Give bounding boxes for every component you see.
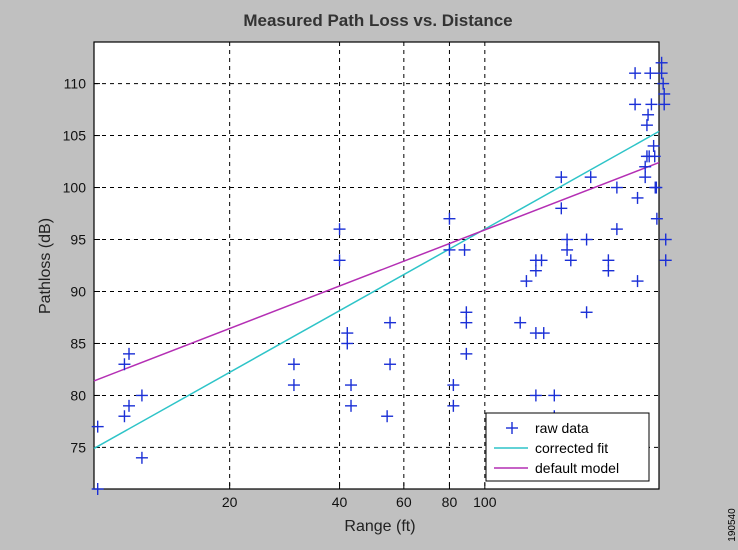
legend-raw-marker <box>506 422 518 434</box>
x-tick-label: 60 <box>396 494 412 510</box>
raw-data-point <box>384 358 397 371</box>
raw-data-point <box>639 160 652 173</box>
raw-data-point <box>443 243 456 256</box>
y-tick-label: 80 <box>70 387 86 403</box>
raw-data-point <box>514 316 527 329</box>
raw-data-point <box>529 264 542 277</box>
raw-data-point <box>287 379 300 392</box>
raw-data-point <box>341 337 354 350</box>
raw-data-point <box>123 399 136 412</box>
raw-data-point <box>447 379 460 392</box>
axis-ticks: 20 40 60 80 100 75 80 85 90 95 100 105 110 <box>63 76 497 510</box>
raw-data-point <box>548 389 561 402</box>
raw-data-point <box>629 67 642 80</box>
raw-data-point <box>629 98 642 111</box>
x-axis-label: Range (ft) <box>344 518 415 535</box>
raw-data-point <box>642 108 655 121</box>
raw-data-point <box>345 399 358 412</box>
y-tick-label: 90 <box>70 283 86 299</box>
corrected-fit-line <box>93 130 660 450</box>
raw-data-point <box>381 410 394 423</box>
raw-data-point <box>561 233 574 246</box>
raw-data-point <box>135 389 148 402</box>
raw-data-point <box>659 254 672 267</box>
x-tick-label: 80 <box>442 494 458 510</box>
x-tick-label: 20 <box>222 494 238 510</box>
raw-data-point <box>650 212 663 225</box>
raw-data-point <box>555 171 568 184</box>
raw-data-point <box>118 358 131 371</box>
grid <box>94 42 659 489</box>
raw-data-point <box>631 191 644 204</box>
raw-data-point <box>602 264 615 277</box>
legend-box <box>485 412 650 482</box>
raw-data-point <box>123 347 136 360</box>
fit-lines <box>93 130 660 450</box>
raw-data-point <box>640 119 653 132</box>
raw-data-point <box>602 254 615 267</box>
y-tick-label: 95 <box>70 232 86 248</box>
legend-label-corrected: corrected fit <box>535 440 608 456</box>
raw-data-point <box>535 254 548 267</box>
raw-data-point <box>345 379 358 392</box>
raw-data-point <box>333 254 346 267</box>
raw-data-point <box>658 98 671 111</box>
chart-title: Measured Path Loss vs. Distance <box>243 11 512 30</box>
raw-data-point <box>537 327 550 340</box>
raw-data-point <box>460 347 473 360</box>
raw-data-point <box>561 243 574 256</box>
raw-data-point <box>384 316 397 329</box>
raw-data-point <box>648 150 661 163</box>
y-tick-label: 100 <box>63 180 87 196</box>
raw-data-point <box>287 358 300 371</box>
y-tick-label: 85 <box>70 335 86 351</box>
raw-data-point <box>645 98 658 111</box>
legend: raw data corrected fit default model <box>485 412 650 482</box>
default-model-line <box>93 161 660 382</box>
y-tick-label: 75 <box>70 439 86 455</box>
raw-data-point <box>647 139 660 152</box>
raw-data-point <box>333 223 346 236</box>
raw-data-point <box>91 483 104 495</box>
raw-data-point <box>659 233 672 246</box>
raw-data-point <box>655 67 668 80</box>
raw-data-point <box>658 87 671 100</box>
raw-data-point <box>584 171 597 184</box>
raw-data-point <box>580 306 593 319</box>
raw-data-point <box>443 212 456 225</box>
raw-data-point <box>580 233 593 246</box>
raw-data-point <box>655 56 668 69</box>
y-tick-label: 110 <box>64 76 87 92</box>
y-axis-label: Pathloss (dB) <box>37 218 54 314</box>
raw-data-point <box>447 399 460 412</box>
raw-data-point <box>610 223 623 236</box>
raw-data-point <box>341 327 354 340</box>
raw-data-point <box>91 420 104 433</box>
raw-data-point <box>610 181 623 194</box>
y-tick-label: 105 <box>63 128 87 144</box>
raw-data-point <box>520 275 533 288</box>
legend-label-default: default model <box>535 460 619 476</box>
figure-id: 190540 <box>727 508 738 542</box>
raw-data-point <box>644 67 657 80</box>
x-tick-label: 40 <box>332 494 348 510</box>
raw-data-point <box>118 410 131 423</box>
raw-data-point <box>529 389 542 402</box>
raw-data-point <box>631 275 644 288</box>
raw-data-point <box>460 316 473 329</box>
raw-data-point <box>555 202 568 215</box>
raw-data-point <box>564 254 577 267</box>
raw-data-point <box>650 181 663 194</box>
raw-data-point <box>657 77 670 90</box>
legend-label-raw: raw data <box>535 420 589 436</box>
raw-data-point <box>460 306 473 319</box>
raw-data-point <box>135 451 148 464</box>
raw-data-point <box>639 171 652 184</box>
raw-data-point <box>458 243 471 256</box>
x-tick-label: 100 <box>473 494 497 510</box>
